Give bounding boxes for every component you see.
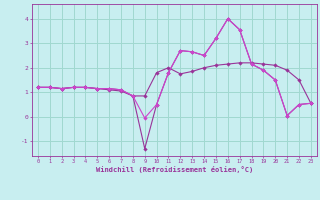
X-axis label: Windchill (Refroidissement éolien,°C): Windchill (Refroidissement éolien,°C) — [96, 166, 253, 173]
